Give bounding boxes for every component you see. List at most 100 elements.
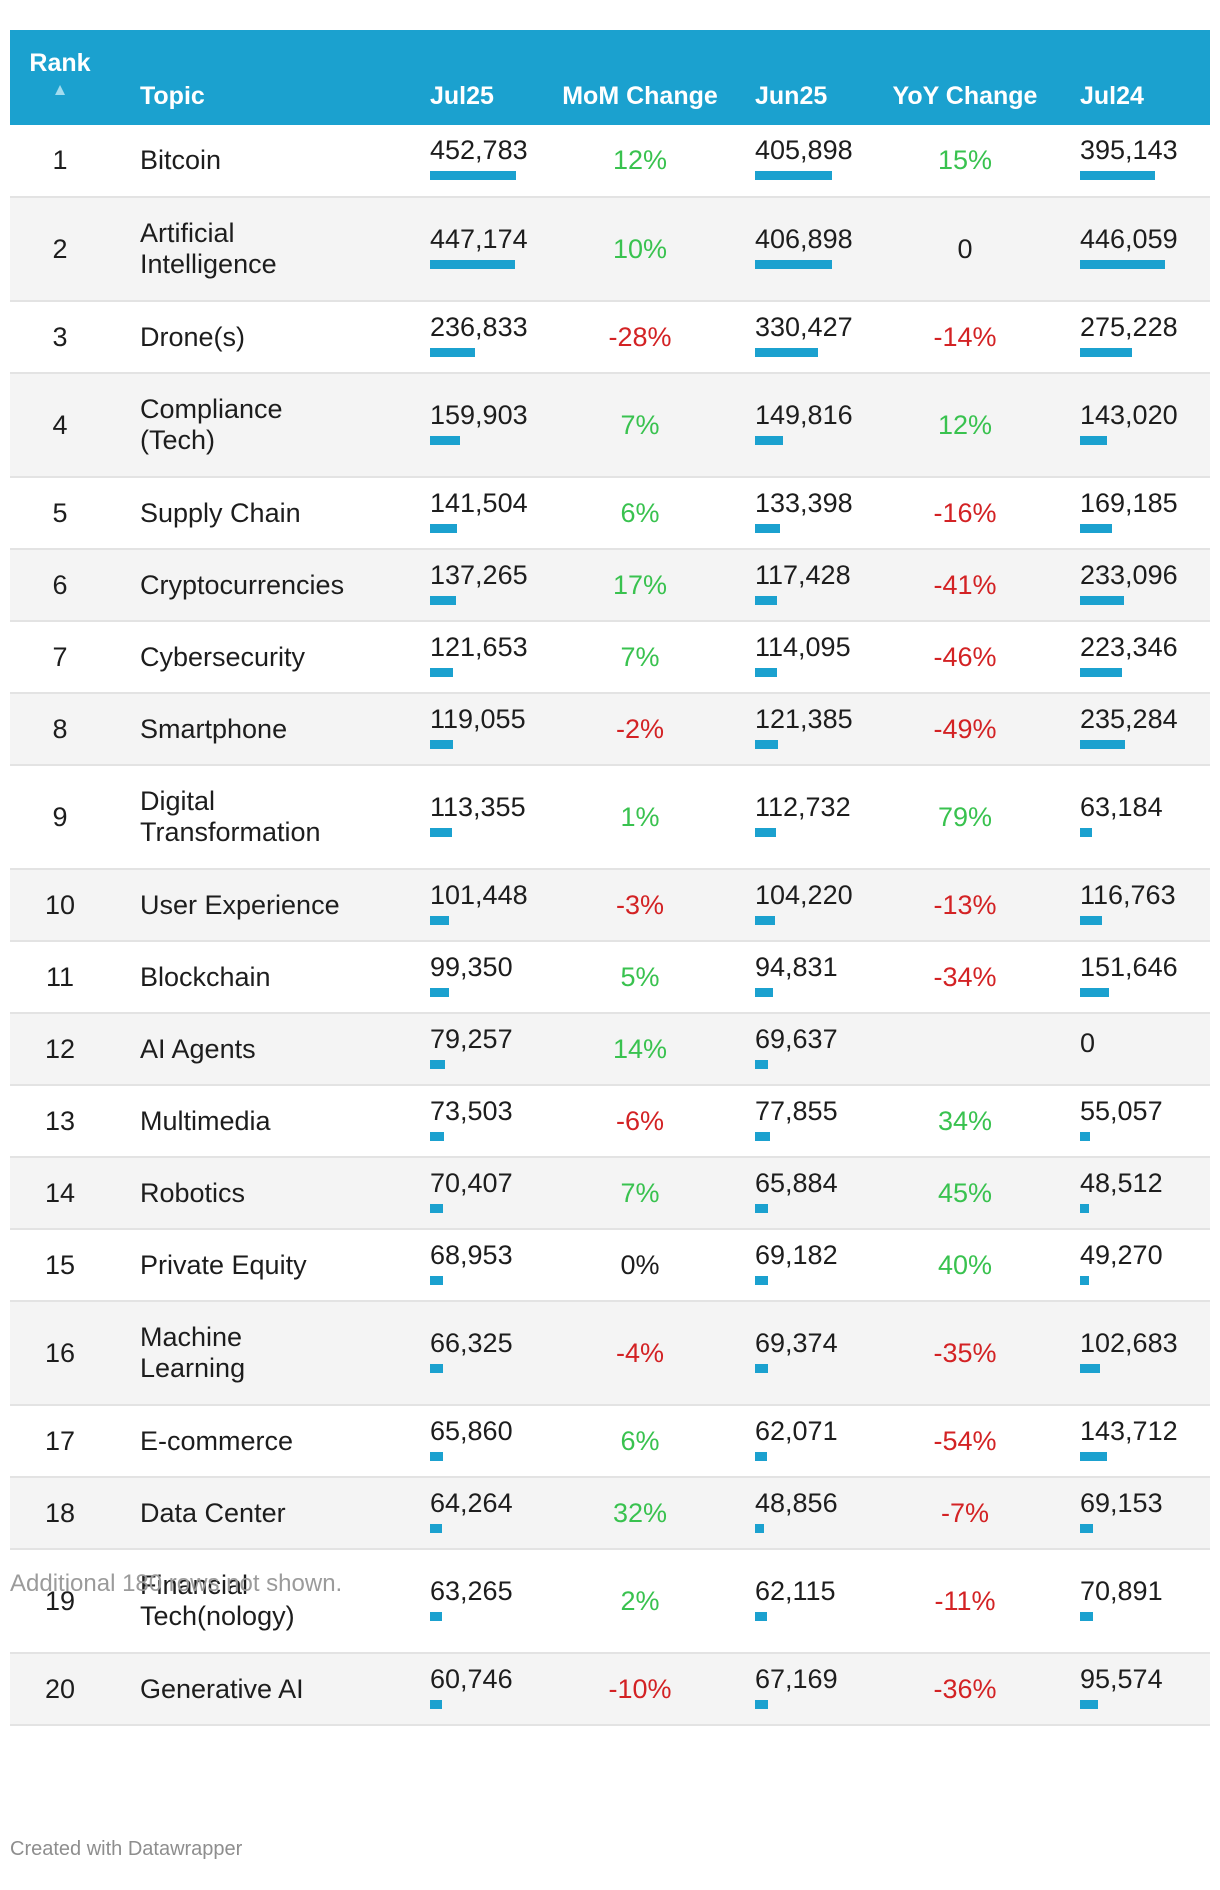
topic-cell: Blockchain <box>140 961 271 992</box>
header-jun25[interactable]: Jun25 <box>755 82 828 110</box>
jul24-bar <box>1080 739 1125 749</box>
rank-cell: 1 <box>52 145 68 175</box>
jun25-bar <box>755 1611 767 1621</box>
jul24-bar <box>1080 259 1165 269</box>
header-topic[interactable]: Topic <box>140 82 205 110</box>
rank-cell: 6 <box>52 569 68 600</box>
header-jul24[interactable]: Jul24 <box>1080 82 1144 110</box>
jul24-value: 70,891 <box>1080 1575 1163 1606</box>
rank-cell: 16 <box>44 1337 76 1368</box>
jul25-value: 73,503 <box>430 1095 513 1126</box>
jul24-value: 143,020 <box>1080 399 1178 430</box>
jul25-value: 79,257 <box>430 1023 513 1054</box>
mom-change-cell: 7% <box>620 641 660 672</box>
jul25-bar <box>430 1523 442 1533</box>
table-row: 14 Robotics 70,407 7% 65,884 45% 48,512 <box>10 1157 1210 1229</box>
table-row: 7 Cybersecurity 121,653 7% 114,095 -46% 223,34… <box>10 621 1210 693</box>
jul24-value: 48,512 <box>1080 1167 1163 1198</box>
rank-cell: 3 <box>52 321 68 352</box>
jun25-value: 405,898 <box>755 135 853 165</box>
jul24-bar <box>1080 1523 1093 1533</box>
jul24-value: 143,712 <box>1080 1415 1178 1446</box>
table-row: 17 E-commerce 65,860 6% 62,071 -54% 143,712 <box>10 1405 1210 1477</box>
rank-cell: 17 <box>44 1425 76 1456</box>
datawrapper-credit: Created with Datawrapper <box>10 1838 243 1860</box>
topic-cell: AI Agents <box>140 1033 256 1064</box>
jun25-cell: 69,637 <box>725 1013 880 1085</box>
topic-cell: Financial Tech(nology) <box>140 1570 295 1631</box>
topic-cell: User Experience <box>140 889 340 920</box>
jul25-value: 137,265 <box>430 559 528 590</box>
jun25-cell: 65,884 <box>725 1157 880 1229</box>
mom-change-cell: 32% <box>612 1497 668 1528</box>
jul24-cell: 55,057 <box>1050 1085 1210 1157</box>
jun25-value: 69,182 <box>755 1239 838 1270</box>
jun25-cell: 104,220 <box>725 869 880 941</box>
jun25-bar <box>755 1363 768 1373</box>
jul25-cell: 119,055 <box>400 693 555 765</box>
table-row: 19 Financial Tech(nology) 63,265 2% 62,115 -1… <box>10 1549 1210 1653</box>
jul25-cell: 101,448 <box>400 869 555 941</box>
jul25-value: 119,055 <box>430 703 526 734</box>
jul25-cell: 121,653 <box>400 621 555 693</box>
jul24-cell: 63,184 <box>1050 765 1210 869</box>
jul25-bar <box>430 435 460 445</box>
mom-change-cell: -28% <box>608 321 672 352</box>
topic-cell: Machine Learning <box>140 1322 246 1383</box>
sort-ascending-icon[interactable]: ▲ <box>51 80 69 99</box>
table-row: 10 User Experience 101,448 -3% 104,220 -13% 11… <box>10 869 1210 941</box>
yoy-change-cell: -13% <box>933 889 997 920</box>
table-row: 20 Generative AI 60,746 -10% 67,169 -36% 95,57… <box>10 1653 1210 1725</box>
jul24-cell: 143,020 <box>1050 373 1210 477</box>
jul24-value: 49,270 <box>1080 1239 1163 1270</box>
jun25-bar <box>755 1451 767 1461</box>
rank-cell: 11 <box>45 961 75 992</box>
table-row: 6 Cryptocurrencies 137,265 17% 117,428 -41% 23… <box>10 549 1210 621</box>
topic-cell: Data Center <box>140 1497 286 1528</box>
jul25-bar <box>430 1611 442 1621</box>
header-rank[interactable]: Rank ▲ <box>10 30 110 125</box>
jul24-cell: 48,512 <box>1050 1157 1210 1229</box>
header-yoy-change[interactable]: YoY Change <box>892 82 1038 110</box>
yoy-change-cell: 40% <box>937 1249 993 1280</box>
topic-cell: Private Equity <box>140 1249 307 1280</box>
jul24-value: 69,153 <box>1080 1487 1163 1518</box>
jul24-value: 275,228 <box>1080 311 1178 342</box>
jun25-value: 65,884 <box>755 1167 838 1198</box>
topic-cell: Cryptocurrencies <box>140 569 345 600</box>
jul25-bar <box>430 1451 443 1461</box>
header-mom-change[interactable]: MoM Change <box>562 82 718 110</box>
jul25-cell: 66,325 <box>400 1301 555 1405</box>
jun25-bar <box>755 827 776 837</box>
yoy-change-cell: 45% <box>937 1177 993 1208</box>
mom-change-cell: 2% <box>620 1585 660 1616</box>
jul24-cell: 275,228 <box>1050 301 1210 373</box>
jul25-value: 101,448 <box>430 879 528 910</box>
jun25-cell: 330,427 <box>725 301 880 373</box>
jul24-bar <box>1080 1203 1089 1213</box>
topic-cell: E-commerce <box>140 1425 294 1456</box>
yoy-change-cell: 34% <box>937 1105 993 1136</box>
yoy-change-cell: 15% <box>937 145 993 175</box>
jul25-bar <box>430 739 453 749</box>
topic-cell: Artificial Intelligence <box>140 218 277 279</box>
jun25-bar <box>755 259 832 269</box>
jul25-cell: 113,355 <box>400 765 555 869</box>
header-jul25[interactable]: Jul25 <box>430 82 494 110</box>
mom-change-cell: 0% <box>620 1249 660 1280</box>
topic-cell: Cybersecurity <box>140 641 306 672</box>
jul24-bar <box>1080 667 1122 677</box>
yoy-change-cell: 12% <box>937 409 993 440</box>
jul24-cell: 395,143 <box>1050 125 1210 197</box>
jun25-bar <box>755 171 832 180</box>
rank-cell: 4 <box>52 409 68 440</box>
jun25-value: 117,428 <box>755 559 851 590</box>
jun25-value: 94,831 <box>755 951 838 982</box>
yoy-change-cell: -34% <box>933 961 997 992</box>
rank-cell: 7 <box>52 641 68 672</box>
mom-change-cell: 10% <box>612 233 668 264</box>
jul24-value: 116,763 <box>1080 879 1176 910</box>
jul24-cell: 223,346 <box>1050 621 1210 693</box>
jul25-cell: 70,407 <box>400 1157 555 1229</box>
jul25-cell: 68,953 <box>400 1229 555 1301</box>
